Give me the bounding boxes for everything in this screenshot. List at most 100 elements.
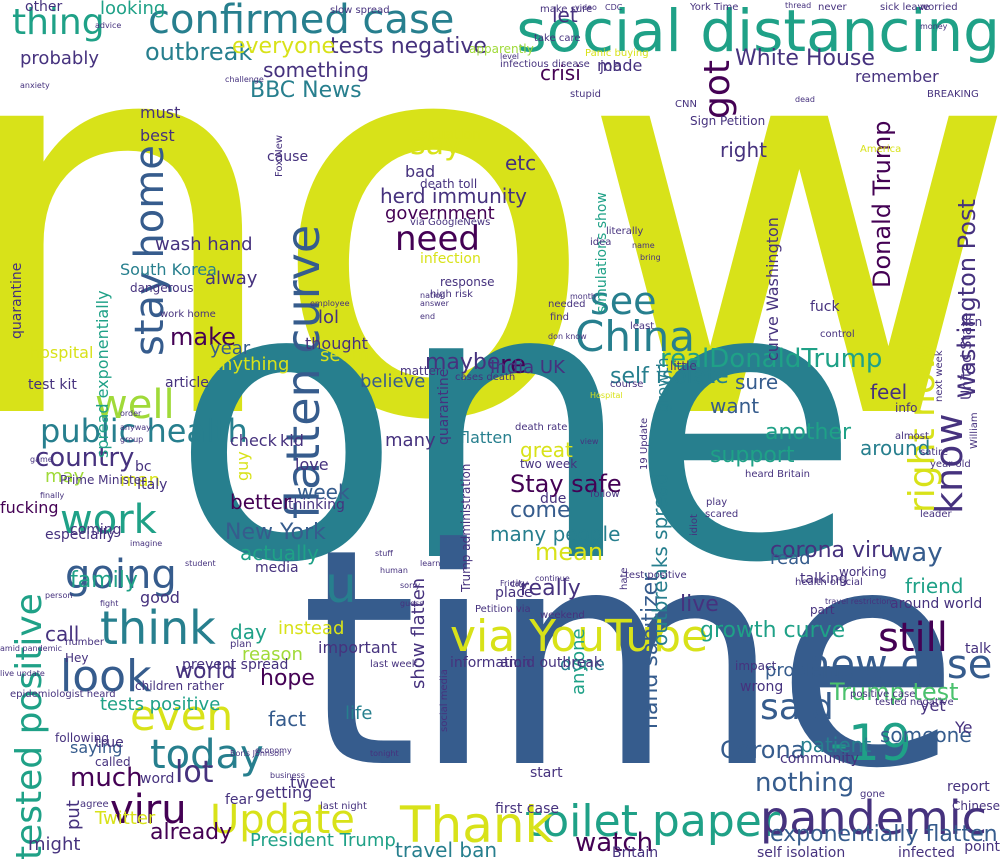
- word-anxiety: anxiety: [20, 81, 50, 90]
- word-important: important: [318, 638, 398, 657]
- word-fuck: fuck: [810, 299, 840, 315]
- word-sure: sure: [735, 370, 779, 394]
- word-growth: growth: [653, 357, 672, 413]
- word-leader: leader: [920, 509, 952, 520]
- word-social-media: social media: [439, 669, 450, 732]
- word-etc: etc: [505, 151, 537, 175]
- word-called: called: [95, 755, 131, 769]
- word-student: student: [185, 559, 216, 568]
- word-right: right: [720, 138, 767, 162]
- word-bc: bc: [135, 459, 152, 475]
- word-lot: lot: [175, 755, 214, 790]
- word-advice: advice: [95, 21, 122, 30]
- word-tweet: tweet: [290, 773, 336, 792]
- word-way: way: [890, 538, 943, 568]
- word-day: day: [230, 620, 267, 644]
- word-twitter: Twitter: [95, 808, 156, 829]
- word-still: still: [878, 615, 948, 661]
- word-due: due: [540, 491, 567, 507]
- word-great: great: [520, 438, 573, 462]
- word-call: call: [45, 622, 80, 646]
- word-britain: Britain: [612, 845, 659, 860]
- word-now: now: [0, 0, 1000, 539]
- word-trump-test: Trump test: [830, 678, 959, 706]
- word-fox-new: Fox New: [274, 134, 285, 177]
- word-friday: Friday: [500, 579, 525, 588]
- word-time: time: [300, 485, 960, 834]
- word-watch: watch: [575, 828, 654, 858]
- word-sorry: sorry: [400, 581, 421, 590]
- word-idiot: idiot: [689, 513, 700, 536]
- word-u: u: [325, 556, 357, 614]
- word-might: might: [28, 834, 81, 855]
- word-two-week: two week: [520, 457, 578, 471]
- word-article: article: [165, 375, 209, 391]
- word-impact: impact: [735, 659, 777, 673]
- word-believe: believe: [360, 371, 426, 392]
- word-thread: thread: [785, 1, 812, 10]
- word-government: government: [385, 203, 495, 224]
- word-wrong: wrong: [740, 679, 784, 695]
- word-point: point: [964, 839, 1000, 855]
- word-literally: literally: [606, 226, 644, 237]
- word-via-youtube: via YouTube: [450, 611, 709, 662]
- word-thing: thing: [12, 2, 105, 43]
- word-cases-death: cases death: [455, 372, 516, 383]
- word-coming: coming: [70, 522, 122, 538]
- word-needed: needed: [548, 299, 586, 310]
- word-little: little: [670, 359, 697, 373]
- word-said: said: [760, 687, 834, 728]
- word-death-rate: death rate: [515, 422, 568, 433]
- word-realdonaldtrump: realDonaldTrump: [660, 344, 883, 374]
- word-tests-negative: tests negative: [330, 34, 487, 59]
- word-hate: hate: [619, 567, 630, 590]
- word-challenge: challenge: [225, 75, 264, 84]
- word-slow-spread: slow spread: [330, 5, 390, 16]
- word-end: end: [420, 312, 436, 321]
- word-anyway: anyway: [120, 423, 151, 432]
- word-sign-petition: Sign Petition: [690, 114, 766, 128]
- word-curve-washington: curve Washington: [763, 216, 782, 361]
- word-tested-positive: tested positive: [9, 593, 50, 860]
- word-group: group: [120, 435, 144, 444]
- word-confirmed-case: confirmed case: [148, 0, 455, 43]
- word-let: let: [552, 3, 578, 27]
- word-outbreak: outbreak: [145, 38, 253, 66]
- word-response: response: [440, 275, 495, 289]
- word-may: may: [45, 466, 85, 487]
- word-think: think: [100, 601, 216, 655]
- word-quarantine: quarantine: [436, 368, 452, 445]
- word-part: part: [810, 603, 835, 617]
- word-finally: finally: [40, 491, 65, 500]
- word-name: name: [632, 241, 655, 250]
- word-via-googlenews: via GoogleNews: [410, 217, 491, 228]
- word-exponentially-flatten: exponentially flatten: [770, 822, 998, 847]
- word-person: person: [45, 591, 73, 600]
- word-don-know: don know: [548, 332, 587, 341]
- word-learn: learn: [420, 559, 441, 568]
- word-agree: agree: [80, 799, 109, 810]
- word-already: already: [150, 820, 233, 845]
- word-tonight: tonight: [370, 749, 399, 758]
- word-thought: thought: [305, 334, 368, 353]
- word-sick-leave: sick leave: [880, 2, 930, 13]
- word-made: made: [597, 56, 643, 75]
- word-hey: Hey: [65, 651, 89, 665]
- word-hospital: hospital: [30, 343, 94, 362]
- word-problem: problem: [765, 660, 840, 681]
- word-everyone: everyone: [232, 34, 336, 59]
- word-alway: alway: [205, 268, 258, 289]
- word-video: video: [575, 3, 597, 12]
- word-feel: feel: [870, 380, 908, 404]
- word-put: put: [63, 799, 84, 830]
- word-come: come: [510, 498, 571, 523]
- word-love: love: [295, 455, 329, 474]
- word-crisi: crisi: [540, 61, 581, 85]
- word-dead: dead: [795, 95, 815, 104]
- word-prevent-spread: prevent spread: [182, 657, 289, 673]
- word-bbc-news: BBC News: [250, 78, 362, 103]
- word-look: look: [60, 651, 152, 702]
- word-scared: scared: [705, 509, 739, 520]
- word-thinking: thinking: [288, 497, 345, 513]
- word-answer: answer: [420, 299, 449, 308]
